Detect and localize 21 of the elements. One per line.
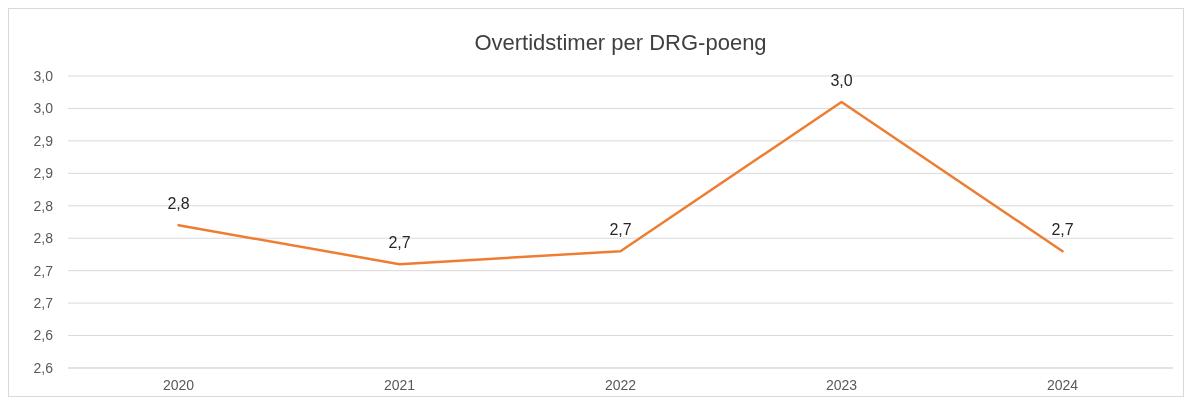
y-tick-label: 2,8 (33, 230, 54, 247)
y-tick-label: 3,0 (33, 100, 54, 117)
x-tick-label: 2023 (825, 377, 858, 393)
data-label: 2,7 (609, 221, 632, 239)
x-tick-label: 2020 (162, 377, 195, 393)
y-tick-label: 3,0 (33, 67, 54, 84)
y-tick-label: 2,7 (33, 262, 54, 279)
y-tick-label: 2,9 (33, 132, 54, 149)
chart-title: Overtidstimer per DRG-poeng (474, 30, 767, 55)
data-label: 2,7 (1051, 221, 1074, 239)
data-label: 3,0 (830, 71, 853, 89)
y-tick-label: 2,7 (33, 295, 54, 312)
x-tick-label: 2024 (1046, 377, 1079, 393)
x-tick-label: 2021 (383, 377, 416, 393)
y-tick-label: 2,8 (33, 197, 54, 214)
y-tick-label: 2,9 (33, 165, 54, 182)
y-tick-label: 2,6 (33, 359, 54, 376)
x-tick-label: 2022 (604, 377, 637, 393)
data-label: 2,8 (167, 195, 190, 213)
data-label: 2,7 (388, 234, 411, 252)
y-tick-label: 2,6 (33, 327, 54, 344)
